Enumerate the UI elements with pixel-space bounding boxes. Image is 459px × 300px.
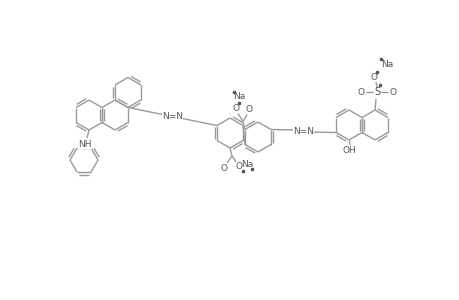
Text: O: O xyxy=(220,164,227,172)
Text: O: O xyxy=(357,88,364,97)
Text: O: O xyxy=(245,105,252,114)
Text: O: O xyxy=(235,161,242,170)
Text: N=N: N=N xyxy=(162,112,183,121)
Text: Na: Na xyxy=(241,160,252,169)
Text: Na: Na xyxy=(232,92,245,101)
Text: O: O xyxy=(389,88,396,97)
Text: O: O xyxy=(232,104,239,113)
Text: Na: Na xyxy=(380,59,392,68)
Text: O: O xyxy=(369,73,377,82)
Text: N=N: N=N xyxy=(292,127,313,136)
Text: S: S xyxy=(373,87,379,97)
Text: NH: NH xyxy=(78,140,91,148)
Text: OH: OH xyxy=(341,146,355,154)
